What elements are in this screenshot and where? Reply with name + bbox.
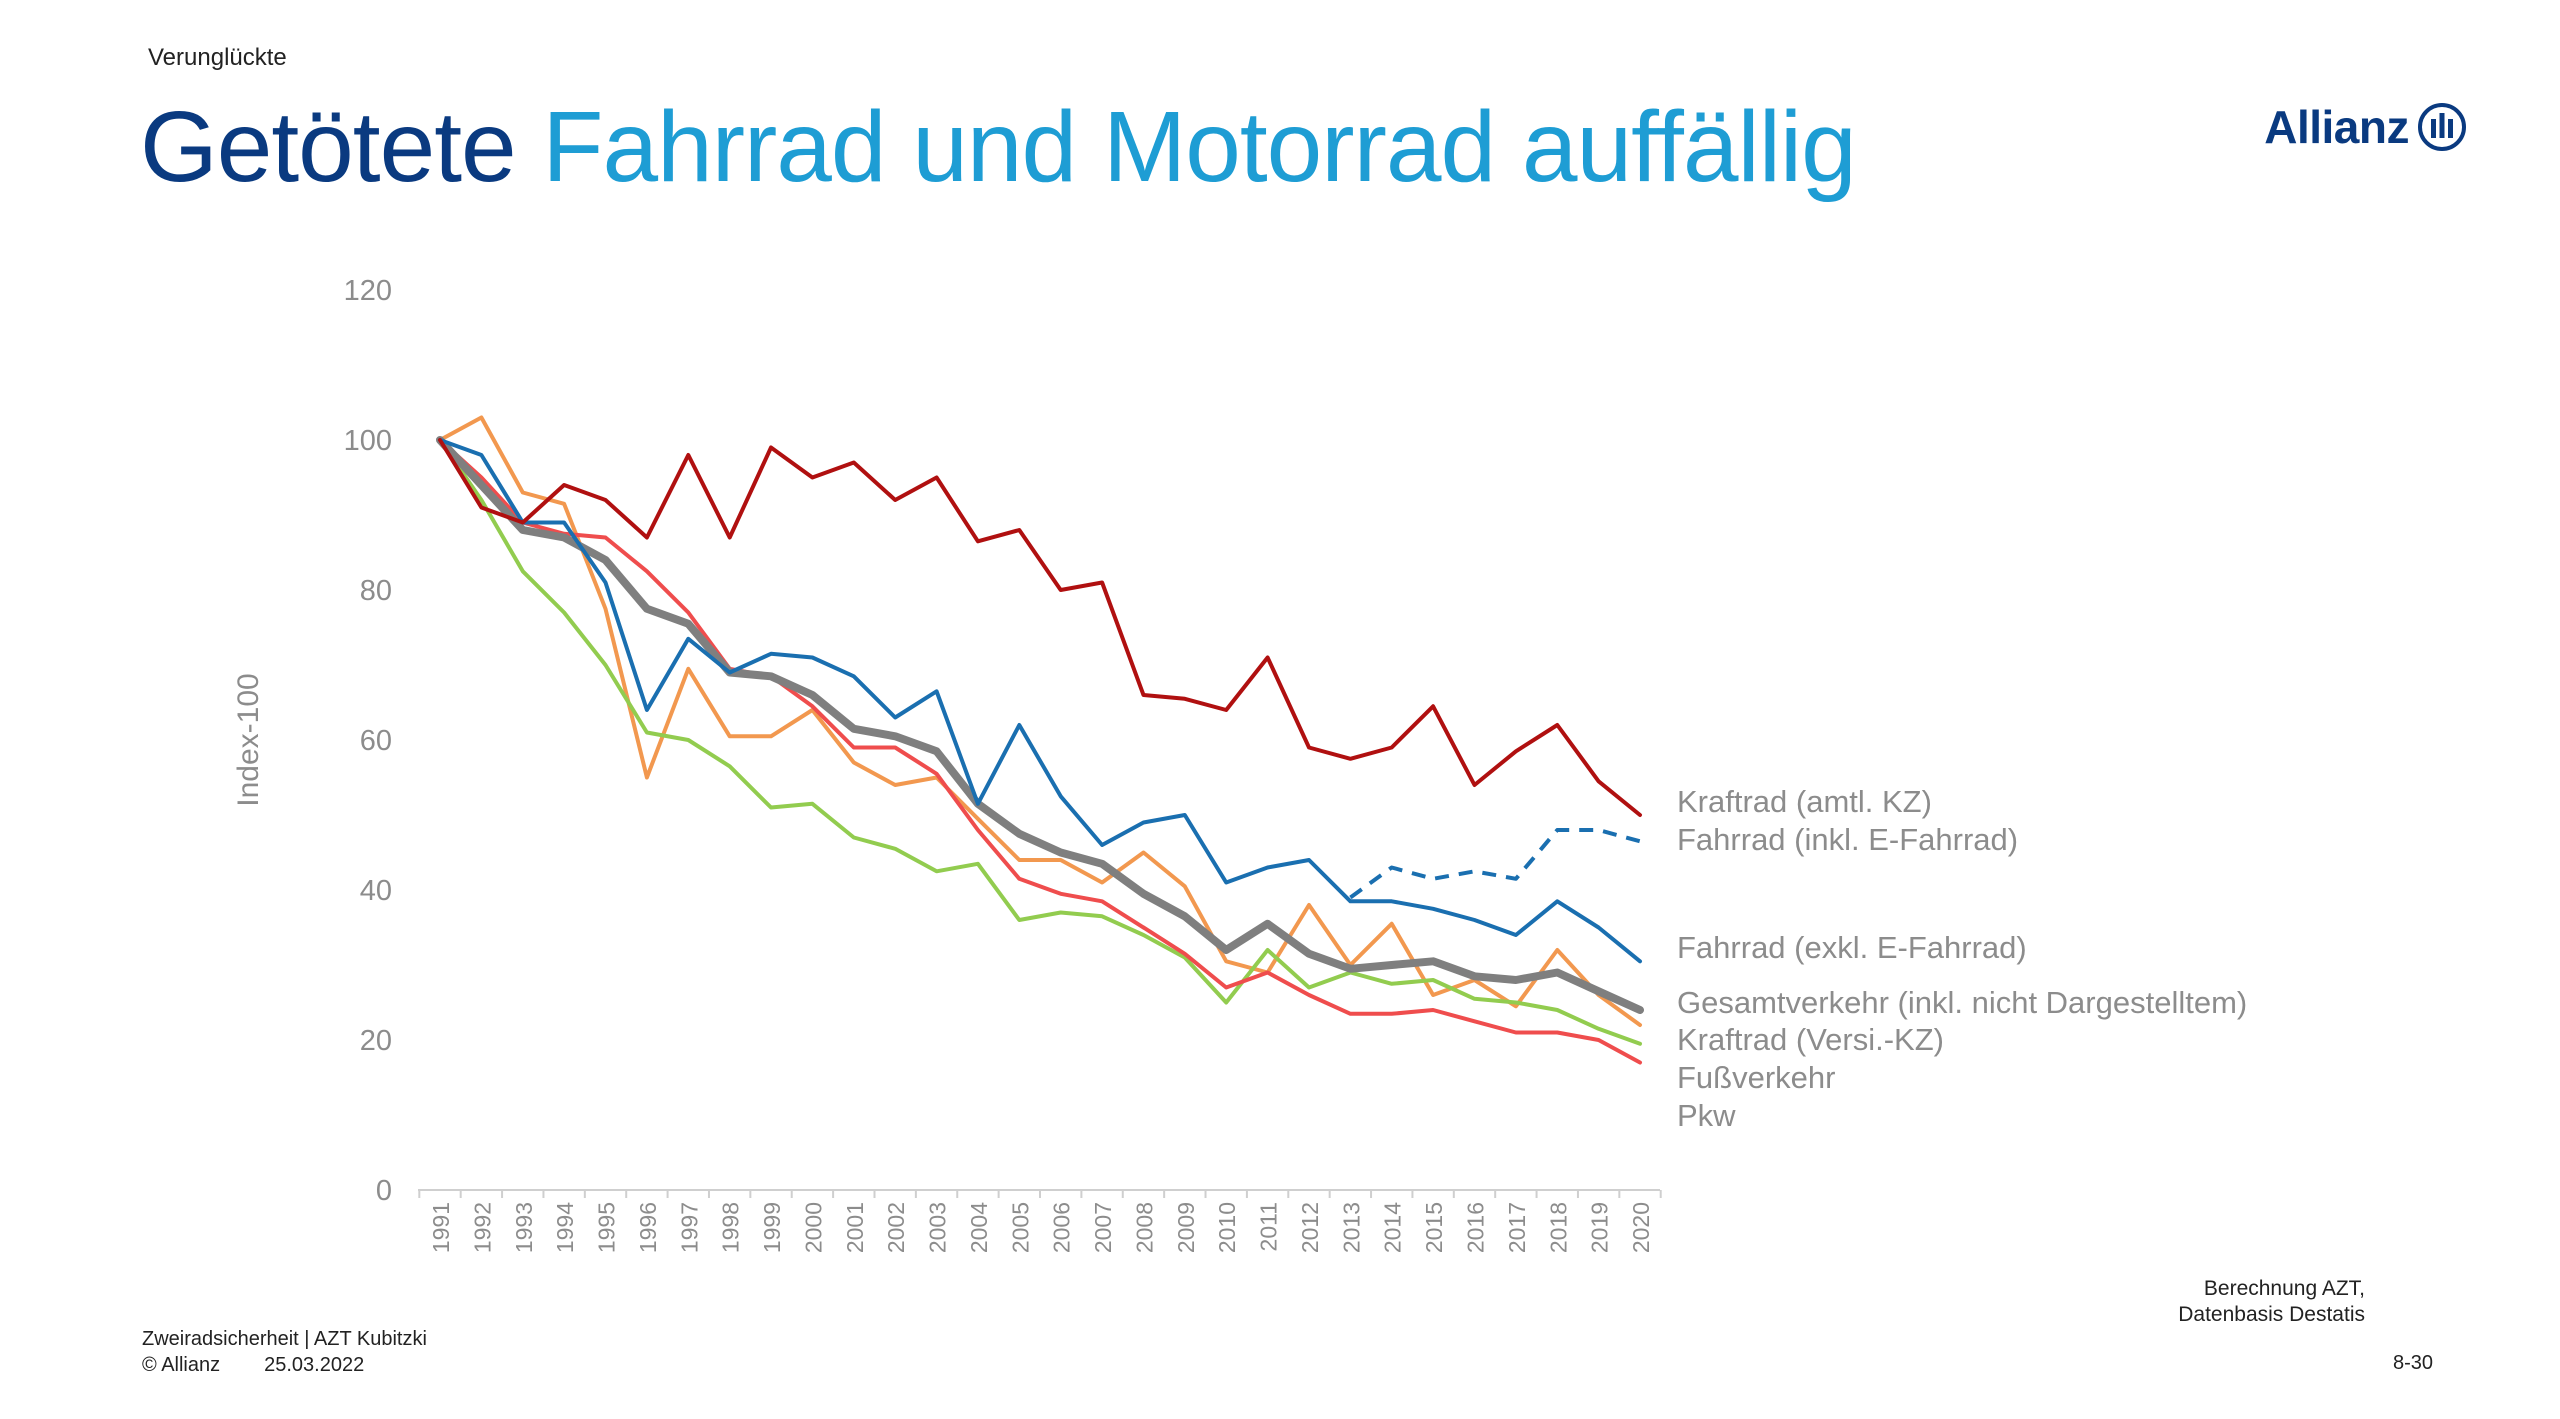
x-tick-label: 2009	[1173, 1202, 1199, 1253]
x-tick-label: 2013	[1338, 1202, 1364, 1253]
x-tick-label: 2007	[1090, 1202, 1116, 1253]
x-tick-label: 2010	[1214, 1202, 1240, 1253]
x-tick-label: 2002	[883, 1202, 909, 1253]
x-tick-label: 1998	[718, 1202, 744, 1253]
legend-label: Kraftrad (amtl. KZ)	[1677, 784, 1932, 819]
series-line-4	[438, 438, 1642, 1065]
x-tick-label: 2012	[1297, 1202, 1323, 1253]
x-tick-label: 2016	[1463, 1202, 1489, 1253]
allianz-eagle-icon	[2418, 103, 2466, 151]
source-note: Berechnung AZT, Datenbasis Destatis	[2178, 1276, 2365, 1328]
title-part-light: Fahrrad und Motorrad auffällig	[542, 91, 1856, 203]
x-tick-label: 2015	[1421, 1202, 1447, 1253]
legend-label: Gesamtverkehr (inkl. nicht Dargestelltem…	[1677, 985, 2247, 1020]
footer-date: 25.03.2022	[264, 1354, 365, 1376]
series-line-1	[1349, 828, 1641, 900]
x-tick-label: 1993	[511, 1202, 537, 1253]
y-tick-label: 0	[376, 1175, 392, 1207]
x-tick-label: 2003	[925, 1202, 951, 1253]
legend-label: Pkw	[1677, 1098, 1736, 1133]
x-tick-label: 2006	[1049, 1202, 1075, 1253]
x-tick-label: 1992	[469, 1202, 495, 1253]
x-tick-label: 1996	[635, 1202, 661, 1253]
source-line-2: Datenbasis Destatis	[2178, 1303, 2365, 1326]
x-tick-label: 2011	[1256, 1202, 1282, 1251]
x-tick-label: 2019	[1587, 1202, 1613, 1253]
x-tick-label: 1991	[428, 1202, 454, 1253]
legend-label: Fahrrad (exkl. E-Fahrrad)	[1677, 930, 2027, 965]
x-tick-label: 2005	[1007, 1202, 1033, 1253]
x-tick-label: 1999	[759, 1202, 785, 1253]
x-tick-label: 2014	[1380, 1202, 1406, 1253]
x-tick-label: 1997	[676, 1202, 702, 1253]
series-line-3	[436, 436, 1644, 1014]
logo-wordmark: Allianz	[2264, 101, 2409, 153]
footer: Zweiradsicherheit | AZT Kubitzki © Allia…	[142, 1326, 427, 1378]
y-tick-label: 40	[360, 875, 392, 907]
y-tick-label: 60	[360, 725, 392, 757]
section-topic: Verunglückte	[148, 44, 287, 71]
y-tick-label: 100	[344, 425, 392, 457]
legend-label: Kraftrad (Versi.-KZ)	[1677, 1022, 1944, 1057]
x-tick-label: 2001	[842, 1202, 868, 1253]
y-axis-label: Index-100	[232, 673, 265, 806]
footer-copyright: © Allianz	[142, 1354, 221, 1376]
allianz-logo: Allianz	[2264, 100, 2467, 154]
x-tick-label: 1994	[552, 1202, 578, 1253]
x-tick-label: 2000	[800, 1202, 826, 1253]
title-part-dark: Getötete	[140, 91, 517, 203]
series-line-2	[438, 438, 1642, 964]
x-tick-label: 2004	[966, 1202, 992, 1253]
x-tick-label: 2008	[1131, 1202, 1157, 1253]
page-title: Getötete Fahrrad und Motorrad auffällig	[140, 91, 1857, 203]
series-line-5	[438, 415, 1642, 1027]
footer-copyright-row: © Allianz 25.03.2022	[142, 1352, 427, 1378]
legend-label: Fußverkehr	[1677, 1060, 1835, 1095]
x-tick-label: 1995	[594, 1202, 620, 1253]
y-tick-label: 120	[344, 275, 392, 307]
legend-label: Fahrrad (inkl. E-Fahrrad)	[1677, 822, 2018, 857]
footer-subject: Zweiradsicherheit | AZT Kubitzki	[142, 1328, 427, 1350]
y-tick-label: 80	[360, 575, 392, 607]
page-number: 8-30	[2392, 1352, 2433, 1374]
series-line-6	[438, 438, 1642, 1046]
source-line-1: Berechnung AZT,	[2203, 1277, 2365, 1300]
series-line-0	[438, 438, 1642, 817]
y-tick-label: 20	[360, 1025, 392, 1057]
x-tick-label: 2018	[1545, 1202, 1571, 1253]
x-tick-label: 2017	[1504, 1202, 1530, 1253]
x-tick-label: 2020	[1628, 1202, 1654, 1253]
